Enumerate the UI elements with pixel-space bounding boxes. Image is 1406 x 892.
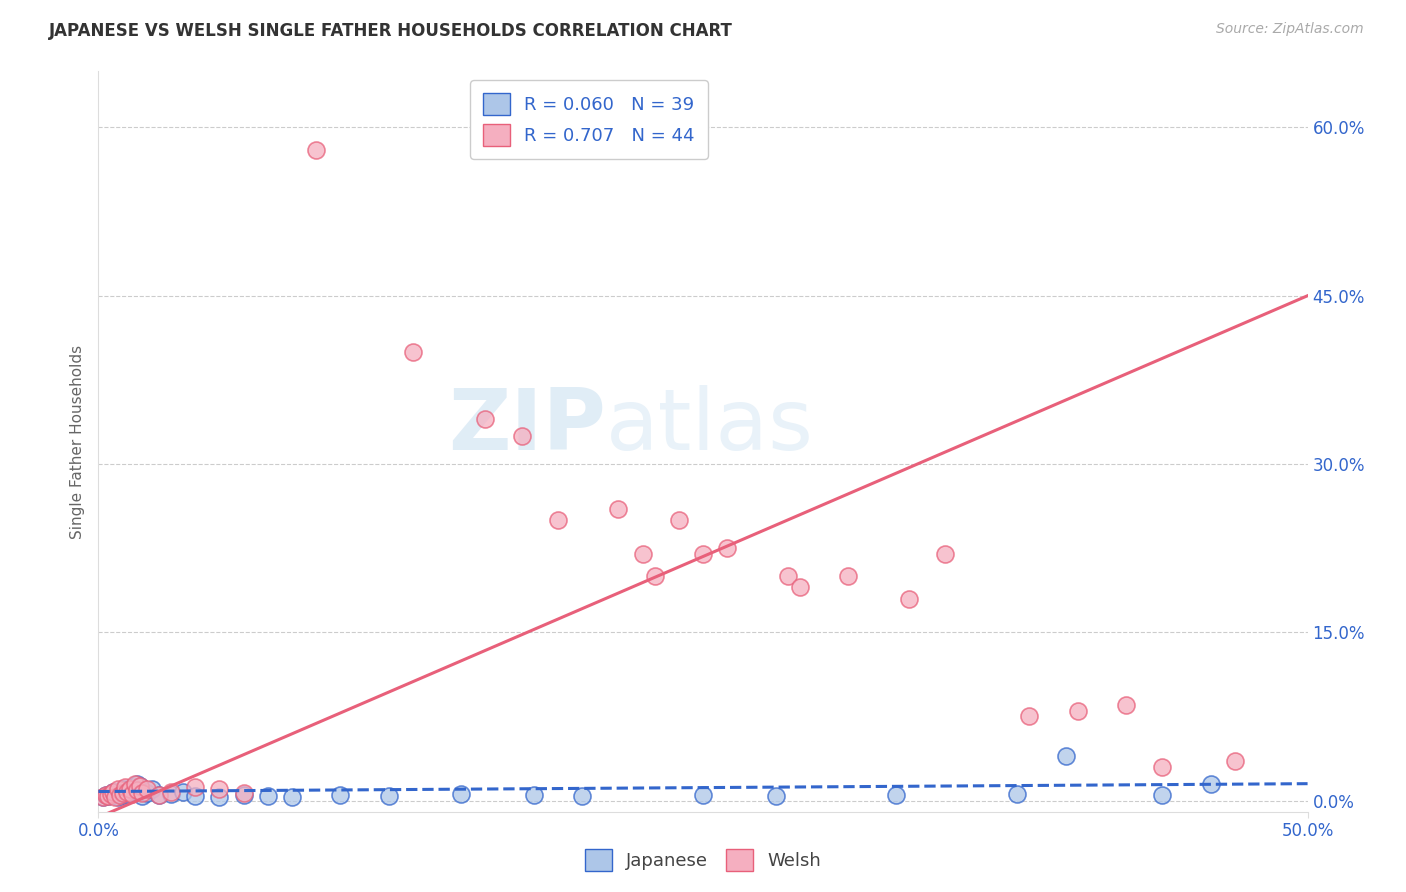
Point [100, 787, 122, 801]
Point [208, 790, 231, 805]
Point [172, 784, 194, 798]
Point [776, 569, 799, 583]
Point [128, 779, 150, 793]
Point [114, 780, 136, 794]
Point [765, 789, 787, 803]
Point [474, 412, 496, 426]
Point [510, 429, 533, 443]
Point [121, 780, 143, 794]
Point [104, 788, 127, 802]
Text: Source: ZipAtlas.com: Source: ZipAtlas.com [1216, 22, 1364, 37]
Point [111, 782, 134, 797]
Point [1007, 787, 1029, 801]
Point [377, 789, 399, 803]
Point [127, 783, 149, 797]
Point [101, 784, 124, 798]
Point [184, 789, 207, 803]
Point [692, 788, 714, 802]
Point [111, 786, 134, 800]
Point [104, 790, 127, 805]
Point [118, 784, 141, 798]
Point [160, 784, 183, 798]
Point [631, 547, 654, 561]
Point [124, 777, 146, 791]
Point [148, 788, 170, 802]
Point [886, 788, 908, 802]
Point [1152, 788, 1174, 802]
Point [547, 513, 569, 527]
Legend: R = 0.060   N = 39, R = 0.707   N = 44: R = 0.060 N = 39, R = 0.707 N = 44 [470, 80, 707, 159]
Point [128, 779, 150, 793]
Point [131, 789, 153, 803]
Point [91, 790, 114, 805]
Point [118, 782, 141, 797]
Point [114, 788, 136, 802]
Point [897, 591, 920, 606]
Point [1223, 754, 1246, 768]
Point [208, 782, 231, 797]
Point [91, 790, 114, 805]
Point [256, 789, 278, 803]
Point [1067, 704, 1090, 718]
Text: JAPANESE VS WELSH SINGLE FATHER HOUSEHOLDS CORRELATION CHART: JAPANESE VS WELSH SINGLE FATHER HOUSEHOL… [49, 22, 733, 40]
Point [232, 788, 254, 802]
Point [450, 787, 472, 801]
Point [121, 787, 143, 801]
Legend: Japanese, Welsh: Japanese, Welsh [578, 842, 828, 879]
Point [571, 789, 593, 803]
Point [100, 787, 122, 801]
Point [108, 788, 131, 802]
Point [117, 784, 139, 798]
Point [692, 547, 714, 561]
Point [523, 788, 546, 802]
Point [184, 780, 207, 794]
Text: ZIP: ZIP [449, 385, 606, 468]
Point [1199, 777, 1222, 791]
Point [1054, 748, 1077, 763]
Point [135, 782, 157, 797]
Point [117, 787, 139, 801]
Point [97, 789, 120, 803]
Point [716, 541, 738, 555]
Point [789, 580, 811, 594]
Point [329, 788, 352, 802]
Point [148, 788, 170, 802]
Point [607, 501, 630, 516]
Point [1018, 709, 1040, 723]
Point [668, 513, 690, 527]
Point [402, 344, 425, 359]
Point [107, 782, 129, 797]
Point [281, 790, 304, 805]
Point [127, 777, 149, 791]
Point [934, 547, 956, 561]
Y-axis label: Single Father Households: Single Father Households [70, 344, 86, 539]
Point [232, 786, 254, 800]
Point [107, 790, 129, 805]
Point [141, 782, 163, 797]
Point [1115, 698, 1137, 713]
Point [160, 787, 183, 801]
Point [124, 783, 146, 797]
Point [837, 569, 859, 583]
Point [135, 786, 157, 800]
Point [97, 789, 120, 803]
Text: atlas: atlas [606, 385, 814, 468]
Point [108, 786, 131, 800]
Point [131, 786, 153, 800]
Point [94, 788, 117, 802]
Point [101, 784, 124, 798]
Point [644, 569, 666, 583]
Point [1152, 760, 1174, 774]
Point [305, 143, 328, 157]
Point [94, 788, 117, 802]
